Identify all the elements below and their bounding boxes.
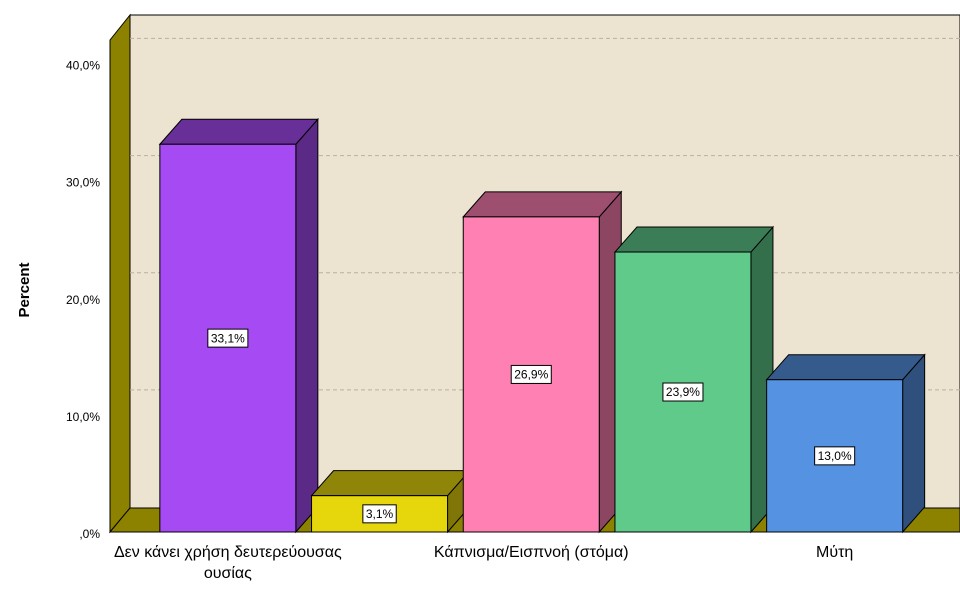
y-tick-label: 40,0% (66, 59, 100, 73)
x-tick-label: Κάπνισμα/Εισπνοή (στόμα) (433, 544, 629, 561)
data-label-box (814, 446, 856, 466)
y-tick-label: 10,0% (66, 410, 100, 424)
bar-top (158, 118, 319, 145)
bar-side (295, 117, 319, 534)
data-label-box (362, 504, 397, 524)
bar-top (462, 191, 623, 218)
bar (766, 379, 904, 533)
data-label-box (662, 382, 704, 402)
bar-side (902, 353, 926, 534)
bar-top (613, 226, 775, 253)
y-tick-label: ,0% (79, 527, 100, 541)
y-axis-title: Percent (16, 262, 33, 317)
data-label-box (510, 364, 552, 384)
data-label: 13,0% (818, 449, 852, 463)
x-tick-label: Μύτη (815, 544, 854, 561)
left-wall (109, 13, 131, 534)
y-tick-label: 30,0% (66, 176, 100, 190)
x-tick-label: Δεν κάνει χρήση δευτερεύουσας ουσίας (113, 544, 342, 582)
y-tick-label: 20,0% (66, 293, 100, 307)
data-label: 3,1% (366, 507, 394, 521)
data-label-box (207, 328, 249, 348)
data-label: 23,9% (666, 385, 700, 399)
data-label: 33,1% (211, 331, 245, 345)
data-label: 26,9% (514, 368, 548, 382)
bar-top (310, 470, 471, 497)
bar-top (765, 354, 926, 381)
